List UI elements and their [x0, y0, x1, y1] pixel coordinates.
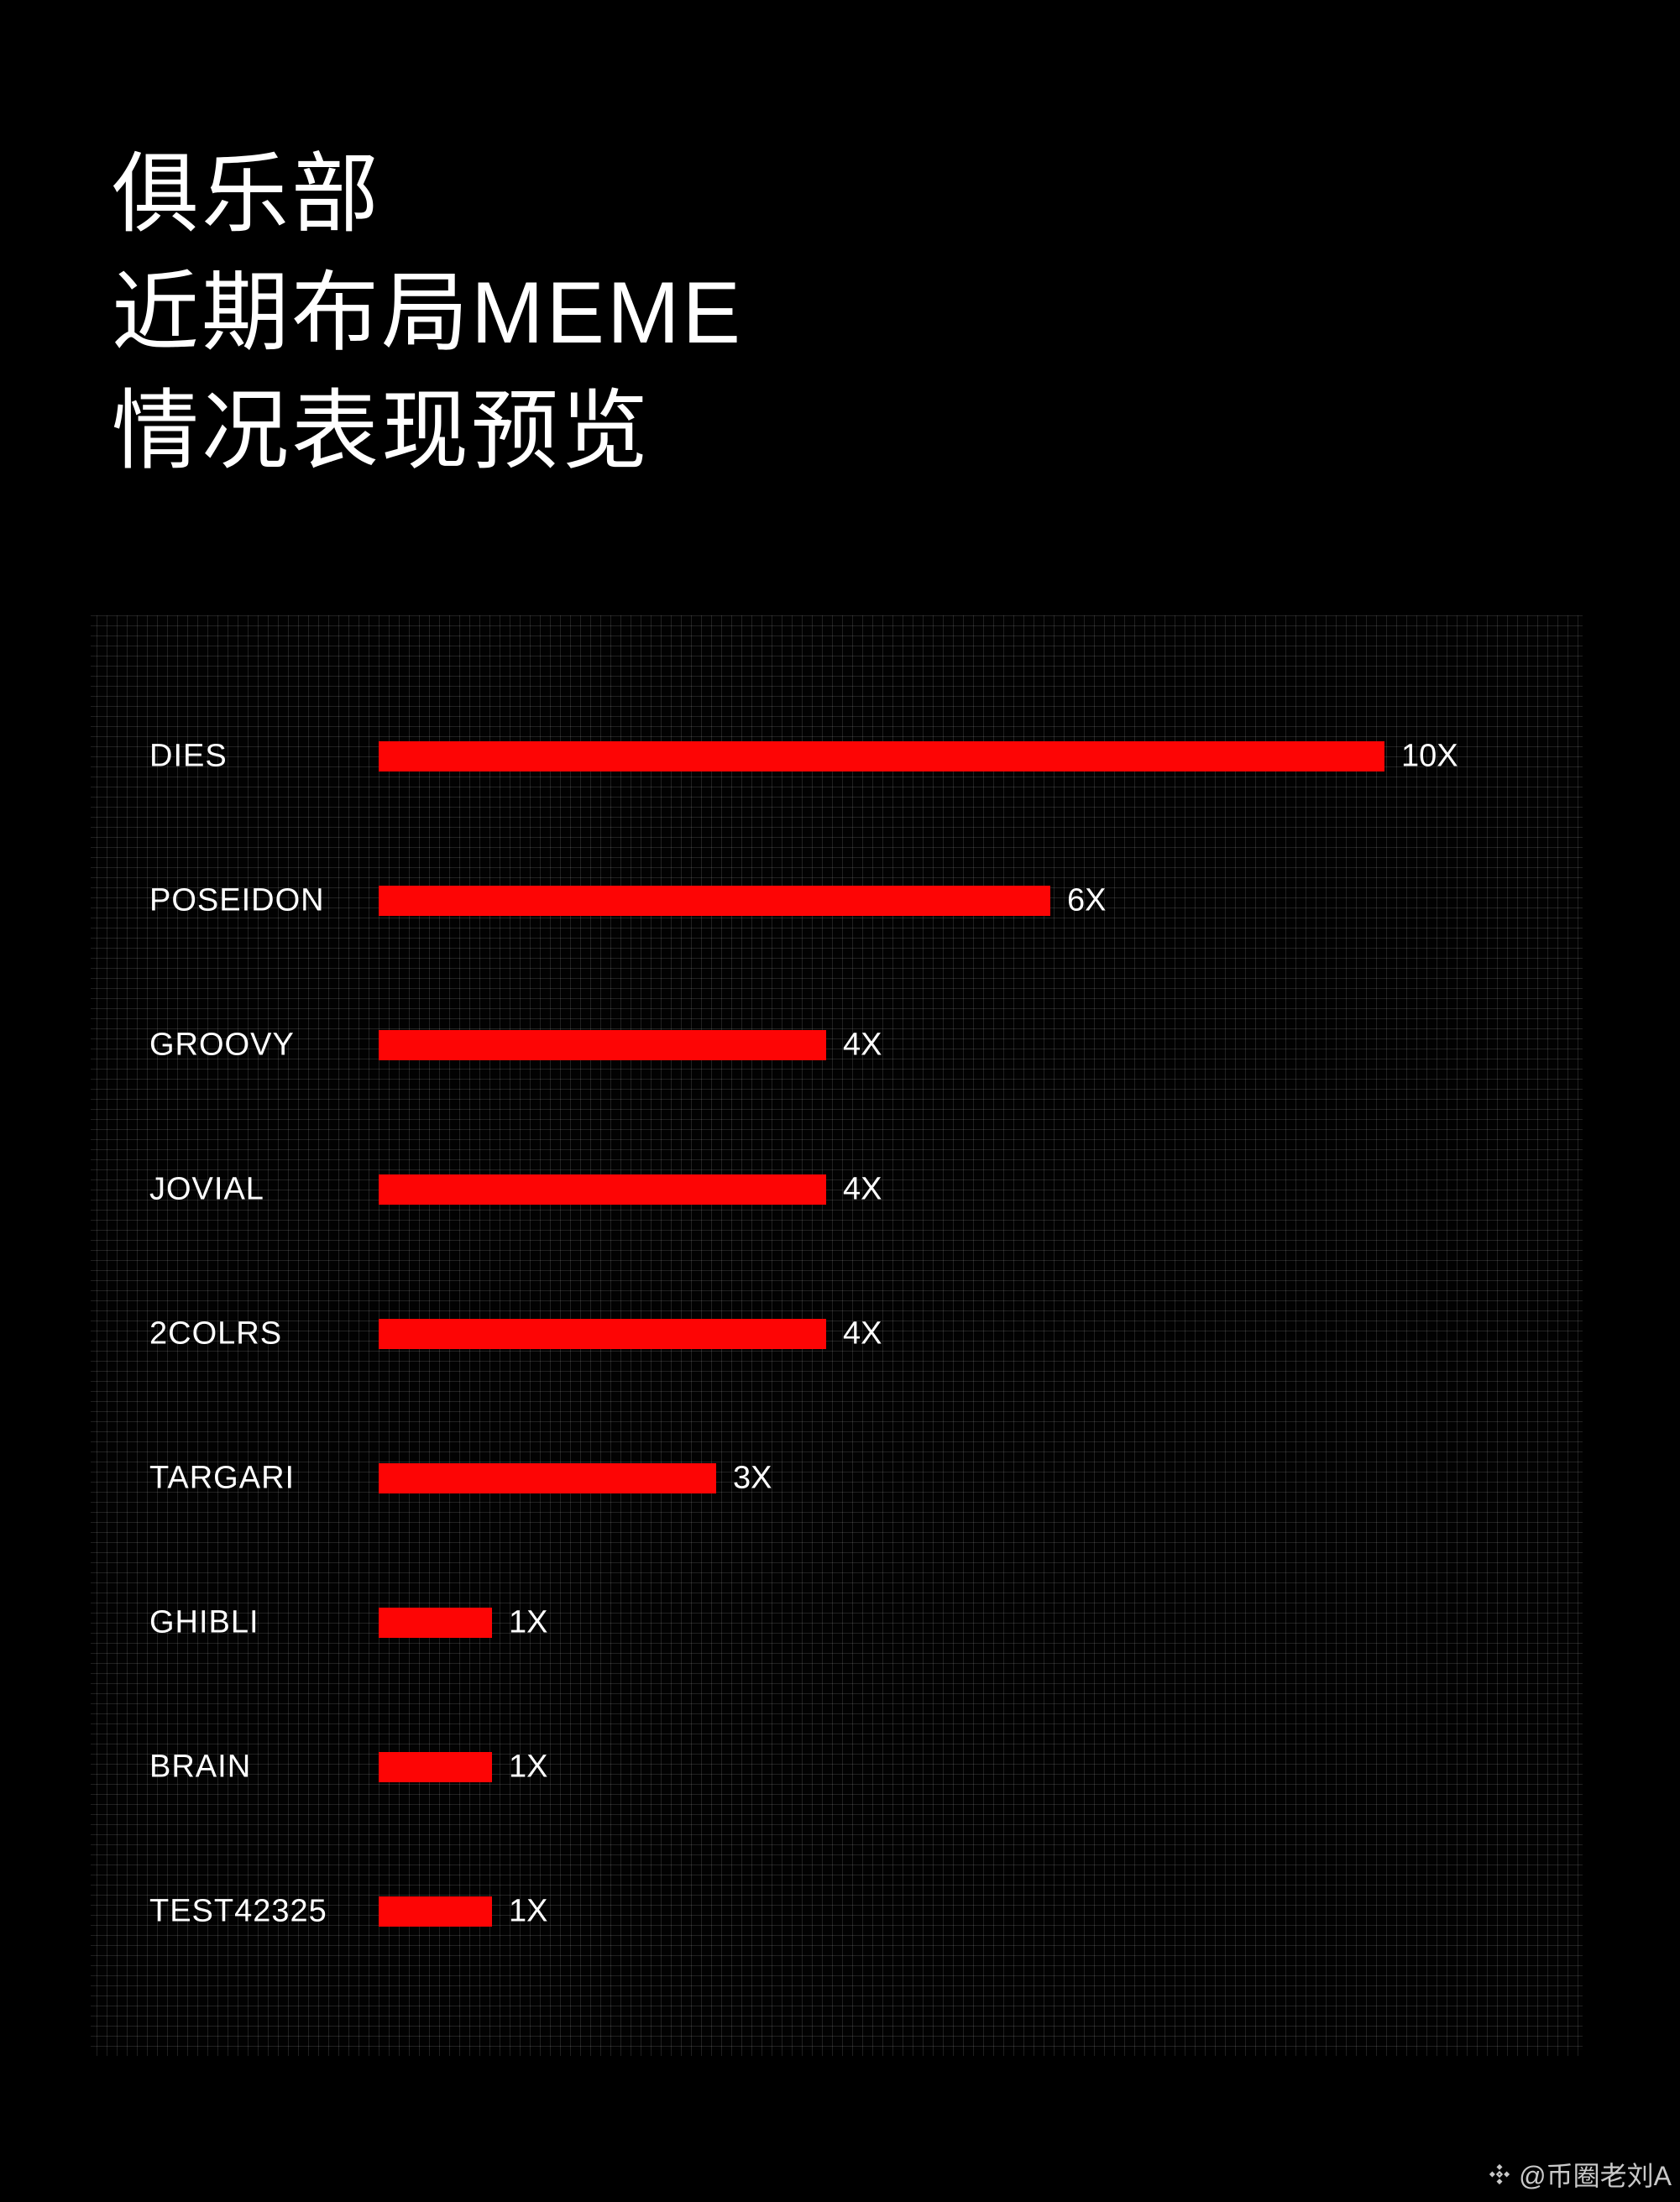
grid-tick-overhang-bottom [97, 2050, 1583, 2056]
bar-chart: DIES 10X POSEIDON 6X GROOVY 4X JOVIAL 4X 2COLRS 4… [97, 615, 1583, 2050]
chart-row: DIES 10X [97, 684, 1583, 829]
category-label: TEST42325 [149, 1893, 327, 1929]
chart-row: 2COLRS 4X [97, 1262, 1583, 1406]
chart-row: BRAIN 1X [97, 1695, 1583, 1839]
chart-row: TARGARI 3X [97, 1406, 1583, 1551]
value-label: 3X [733, 1460, 772, 1496]
bar [379, 1608, 492, 1638]
value-label: 6X [1067, 882, 1107, 918]
bar [379, 1752, 492, 1782]
bar [379, 1319, 826, 1349]
value-label: 4X [843, 1315, 882, 1352]
title-line-1: 俱乐部 [112, 146, 382, 243]
title-line-2: 近期布局MEME [112, 264, 744, 362]
category-label: TARGARI [149, 1460, 296, 1496]
chart-row: TEST42325 1X [97, 1839, 1583, 1984]
value-label: 10X [1401, 738, 1458, 774]
bar [379, 886, 1050, 916]
category-label: POSEIDON [149, 882, 325, 918]
category-label: GHIBLI [149, 1604, 259, 1640]
watermark-handle: @币圈老刘A [1519, 2161, 1672, 2191]
category-label: GROOVY [149, 1027, 295, 1063]
category-label: DIES [149, 738, 228, 774]
bar [379, 741, 1384, 771]
watermark: @币圈老刘A [1488, 2155, 1672, 2194]
category-label: 2COLRS [149, 1315, 283, 1352]
bar [379, 1030, 826, 1060]
value-label: 1X [509, 1749, 548, 1785]
value-label: 1X [509, 1604, 548, 1640]
bar [379, 1896, 492, 1927]
binance-diamond-icon [1488, 2163, 1511, 2186]
chart-row: GHIBLI 1X [97, 1551, 1583, 1695]
title-line-3: 情况表现预览 [112, 383, 652, 480]
value-label: 4X [843, 1027, 882, 1063]
grid-tick-overhang-left [91, 615, 97, 2050]
category-label: JOVIAL [149, 1171, 264, 1207]
chart-row: POSEIDON 6X [97, 829, 1583, 973]
page-title: 俱乐部 近期布局MEME 情况表现预览 [112, 136, 743, 491]
chart-row: JOVIAL 4X [97, 1117, 1583, 1262]
bar [379, 1174, 826, 1205]
chart-panel: DIES 10X POSEIDON 6X GROOVY 4X JOVIAL 4X 2COLRS 4… [91, 615, 1583, 2056]
bar [379, 1463, 716, 1493]
value-label: 1X [509, 1893, 548, 1929]
category-label: BRAIN [149, 1749, 252, 1785]
value-label: 4X [843, 1171, 882, 1207]
chart-row: GROOVY 4X [97, 973, 1583, 1117]
